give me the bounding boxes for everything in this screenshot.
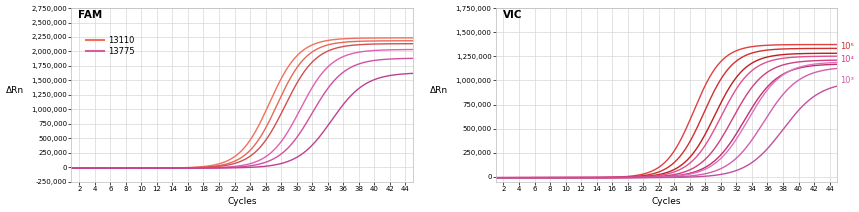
Text: VIC: VIC	[503, 10, 522, 20]
X-axis label: Cycles: Cycles	[652, 197, 681, 206]
Text: 10³: 10³	[840, 76, 854, 85]
Legend: 13110, 13775: 13110, 13775	[82, 33, 138, 59]
Text: 10⁴: 10⁴	[840, 55, 854, 64]
Y-axis label: ΔRn: ΔRn	[5, 86, 24, 95]
Text: FAM: FAM	[78, 10, 102, 20]
Y-axis label: ΔRn: ΔRn	[430, 86, 448, 95]
X-axis label: Cycles: Cycles	[228, 197, 257, 206]
Text: 10⁵: 10⁵	[840, 42, 854, 51]
